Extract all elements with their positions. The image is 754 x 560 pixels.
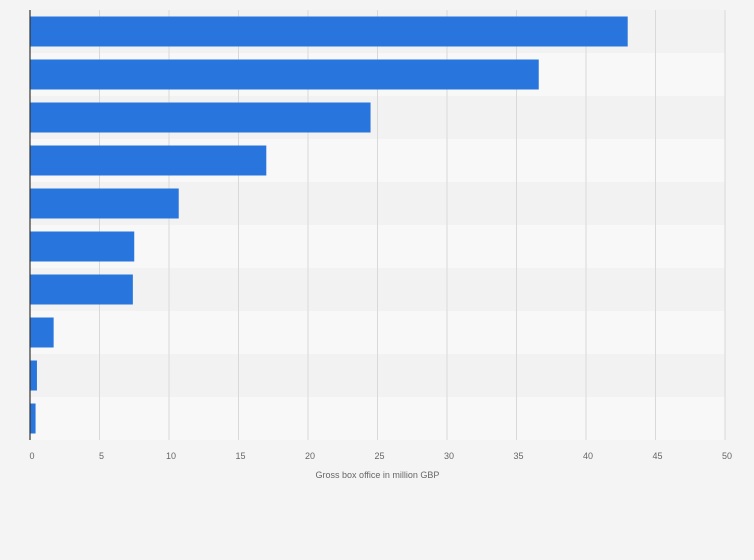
x-tick-label: 10 [166,451,176,461]
x-tick-label: 20 [305,451,315,461]
x-tick-label: 50 [722,451,732,461]
bar [30,317,54,348]
x-tick-label: 15 [235,451,245,461]
x-tick-label: 45 [652,451,662,461]
bar [30,231,135,262]
x-tick-label: 5 [99,451,104,461]
bar [30,16,628,47]
x-axis-title: Gross box office in million GBP [316,470,440,480]
x-tick-label: 35 [513,451,523,461]
bars [30,16,628,434]
bar [30,102,371,133]
x-tick-label: 30 [444,451,454,461]
bar [30,274,133,305]
x-tick-label: 40 [583,451,593,461]
x-tick-label: 0 [29,451,34,461]
bar [30,188,179,219]
x-tick-label: 25 [374,451,384,461]
bar [30,59,539,90]
bar [30,145,267,176]
bar [30,360,37,391]
bar [30,403,36,434]
x-axis-ticks: 0 5 10 15 20 25 30 35 40 45 50 [29,451,732,461]
